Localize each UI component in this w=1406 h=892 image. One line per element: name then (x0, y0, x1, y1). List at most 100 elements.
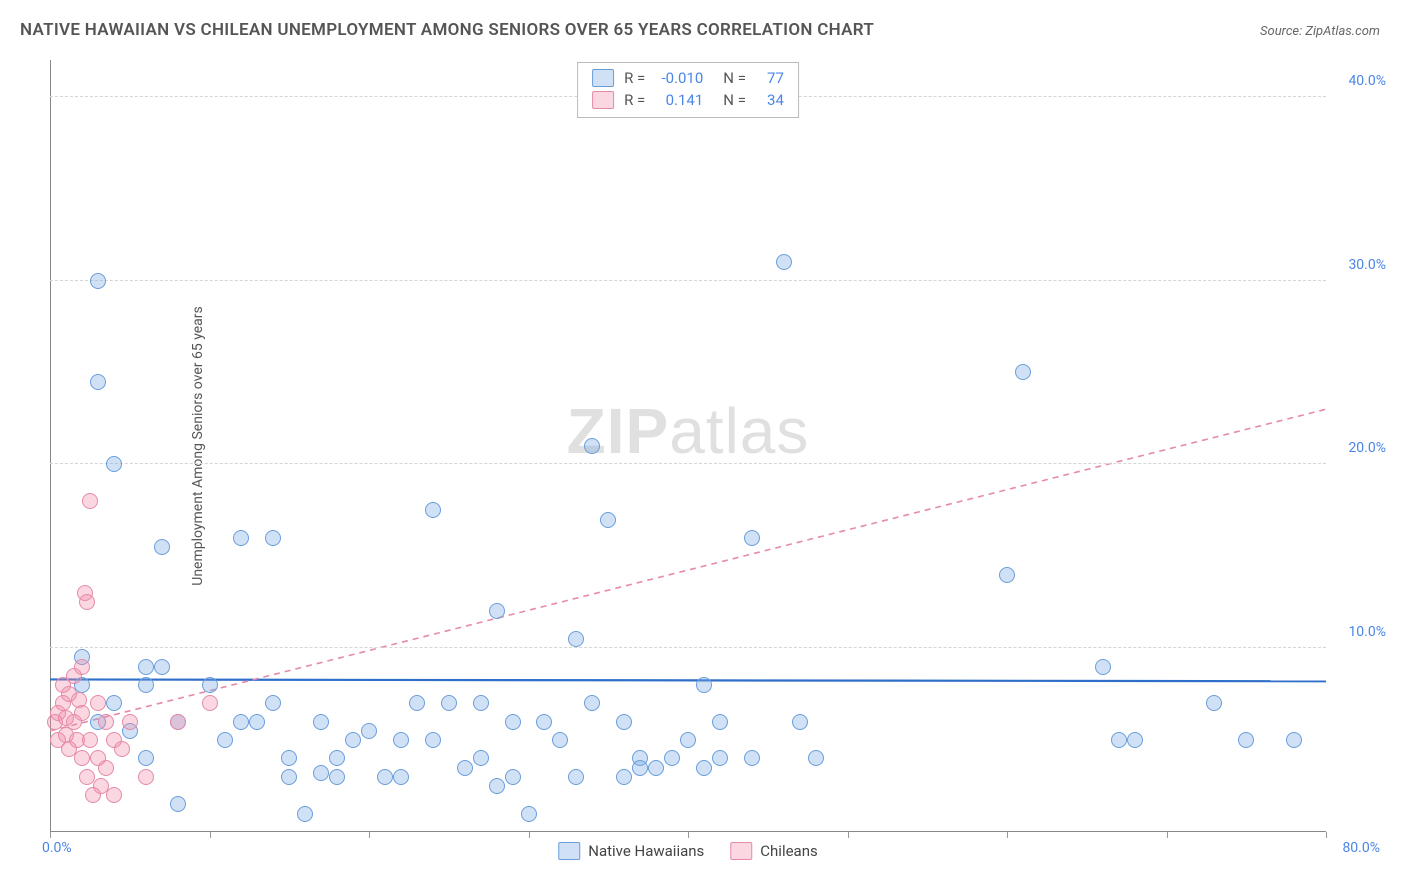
x-tick (50, 832, 51, 838)
trend-line (50, 409, 1326, 731)
data-point (712, 750, 728, 766)
data-point (664, 750, 680, 766)
data-point (138, 659, 154, 675)
n-label: N = (723, 67, 746, 89)
data-point (74, 705, 90, 721)
data-point (600, 512, 616, 528)
series-legend: Native Hawaiians Chileans (558, 842, 818, 860)
r-value: -0.010 (655, 67, 703, 89)
data-point (536, 714, 552, 730)
source-attribution: Source: ZipAtlas.com (1260, 24, 1380, 39)
r-label: R = (624, 67, 645, 89)
gridline (50, 280, 1326, 281)
n-value: 77 (756, 67, 784, 89)
data-point (154, 659, 170, 675)
data-point (329, 750, 345, 766)
data-point (489, 603, 505, 619)
data-point (74, 750, 90, 766)
watermark-suffix: atlas (669, 395, 809, 467)
legend-label: Chileans (760, 842, 817, 860)
data-point (345, 732, 361, 748)
data-point (744, 750, 760, 766)
data-point (249, 714, 265, 730)
legend-item: Chileans (730, 842, 817, 860)
x-tick (369, 832, 370, 838)
data-point (329, 769, 345, 785)
data-point (202, 677, 218, 693)
data-point (568, 769, 584, 785)
data-point (377, 769, 393, 785)
x-tick (529, 832, 530, 838)
data-point (98, 760, 114, 776)
stats-row: R = -0.010 N = 77 (592, 67, 784, 89)
data-point (82, 493, 98, 509)
gridline (50, 463, 1326, 464)
data-point (568, 631, 584, 647)
x-tick (1326, 832, 1327, 838)
data-point (425, 502, 441, 518)
data-point (1206, 695, 1222, 711)
x-axis-max-label: 80.0% (1342, 840, 1380, 856)
data-point (457, 760, 473, 776)
data-point (744, 530, 760, 546)
data-point (233, 530, 249, 546)
chart-container: Unemployment Among Seniors over 65 years… (50, 60, 1326, 832)
data-point (154, 539, 170, 555)
data-point (114, 741, 130, 757)
data-point (170, 714, 186, 730)
data-point (999, 567, 1015, 583)
data-point (313, 714, 329, 730)
r-value: 0.141 (655, 89, 703, 111)
data-point (90, 695, 106, 711)
data-point (1127, 732, 1143, 748)
data-point (712, 714, 728, 730)
data-point (138, 769, 154, 785)
data-point (552, 732, 568, 748)
data-point (1238, 732, 1254, 748)
data-point (696, 677, 712, 693)
data-point (79, 769, 95, 785)
r-label: R = (624, 89, 645, 111)
data-point (74, 659, 90, 675)
data-point (265, 530, 281, 546)
data-point (393, 732, 409, 748)
data-point (313, 765, 329, 781)
data-point (505, 714, 521, 730)
y-tick-label: 30.0% (1348, 257, 1386, 273)
x-axis-min-label: 0.0% (42, 840, 72, 856)
n-value: 34 (756, 89, 784, 111)
data-point (138, 750, 154, 766)
data-point (632, 760, 648, 776)
y-tick-label: 10.0% (1348, 624, 1386, 640)
data-point (1015, 364, 1031, 380)
data-point (505, 769, 521, 785)
data-point (680, 732, 696, 748)
gridline (50, 647, 1326, 648)
data-point (792, 714, 808, 730)
data-point (584, 438, 600, 454)
data-point (79, 594, 95, 610)
data-point (265, 695, 281, 711)
data-point (521, 806, 537, 822)
x-tick (1167, 832, 1168, 838)
data-point (473, 695, 489, 711)
data-point (106, 695, 122, 711)
legend-item: Native Hawaiians (558, 842, 704, 860)
data-point (138, 677, 154, 693)
legend-label: Native Hawaiians (588, 842, 704, 860)
data-point (82, 732, 98, 748)
data-point (106, 787, 122, 803)
data-point (233, 714, 249, 730)
data-point (106, 456, 122, 472)
data-point (409, 695, 425, 711)
data-point (90, 374, 106, 390)
data-point (90, 273, 106, 289)
data-point (122, 714, 138, 730)
data-point (393, 769, 409, 785)
data-point (648, 760, 664, 776)
x-tick (688, 832, 689, 838)
watermark: ZIPatlas (567, 394, 810, 468)
data-point (1095, 659, 1111, 675)
data-point (616, 769, 632, 785)
data-point (696, 760, 712, 776)
